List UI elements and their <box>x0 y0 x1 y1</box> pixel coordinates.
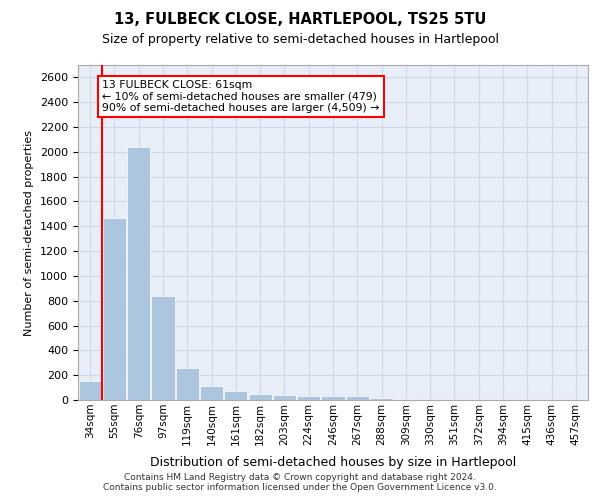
Bar <box>103 218 126 400</box>
Bar <box>224 392 247 400</box>
Text: 13, FULBECK CLOSE, HARTLEPOOL, TS25 5TU: 13, FULBECK CLOSE, HARTLEPOOL, TS25 5TU <box>114 12 486 28</box>
Y-axis label: Number of semi-detached properties: Number of semi-detached properties <box>25 130 34 336</box>
Bar <box>79 381 101 400</box>
Bar <box>127 147 150 400</box>
Text: Size of property relative to semi-detached houses in Hartlepool: Size of property relative to semi-detach… <box>101 32 499 46</box>
X-axis label: Distribution of semi-detached houses by size in Hartlepool: Distribution of semi-detached houses by … <box>150 456 516 469</box>
Text: Contains HM Land Registry data © Crown copyright and database right 2024.
Contai: Contains HM Land Registry data © Crown c… <box>103 473 497 492</box>
Bar <box>370 398 393 400</box>
Bar <box>248 394 272 400</box>
Bar <box>200 386 223 400</box>
Bar <box>322 396 344 400</box>
Bar <box>176 368 199 400</box>
Bar <box>297 396 320 400</box>
Bar <box>151 296 175 400</box>
Text: 13 FULBECK CLOSE: 61sqm
← 10% of semi-detached houses are smaller (479)
90% of s: 13 FULBECK CLOSE: 61sqm ← 10% of semi-de… <box>102 80 380 113</box>
Bar <box>273 395 296 400</box>
Bar <box>346 396 369 400</box>
